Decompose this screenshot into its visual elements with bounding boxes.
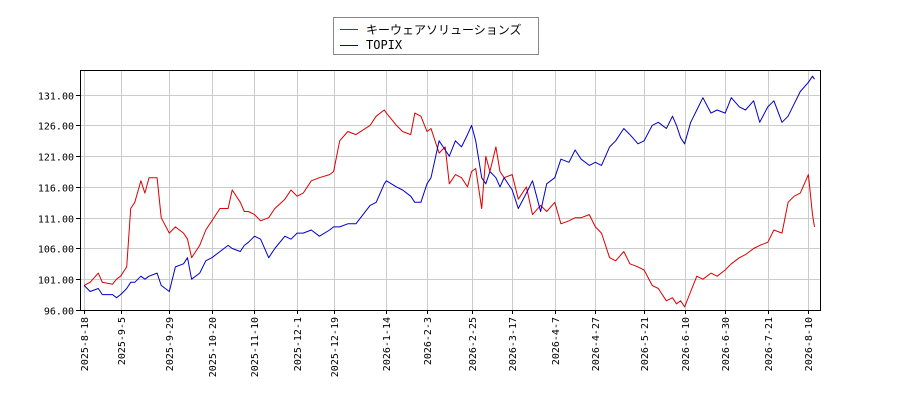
y-tick-label: 101.00 <box>38 276 74 287</box>
x-tick-label: 2026-7-21 <box>764 317 775 371</box>
x-tick-label: 2025-12-19 <box>330 317 341 377</box>
y-tick-label: 131.00 <box>38 92 74 103</box>
y-tick-label: 111.00 <box>38 215 74 226</box>
x-tick-label: 2026-8-10 <box>804 317 815 371</box>
y-tick-label: 106.00 <box>38 245 74 256</box>
x-tick-label: 2025-8-18 <box>80 317 91 371</box>
x-tick-label: 2025-9-29 <box>165 317 176 371</box>
y-tick-label: 126.00 <box>38 122 74 133</box>
x-tick-label: 2026-2-3 <box>423 317 434 365</box>
legend-label-series-2: TOPIX <box>366 38 403 52</box>
x-tick-label: 2026-4-27 <box>591 317 602 371</box>
legend-swatch-series-1 <box>340 28 358 30</box>
series-line-2 <box>83 75 815 299</box>
y-axis-ticks: 96.00 101.00 106.00 111.00 116.00 121.00 126.0… <box>38 92 80 318</box>
legend-item-series-2: TOPIX <box>340 37 402 53</box>
x-tick-label: 2026-6-30 <box>721 317 732 371</box>
y-tick-label: 121.00 <box>38 153 74 164</box>
x-axis-ticks: 2025-8-18 2025-9-5 2025-9-29 2025-10-20 2025… <box>80 310 815 377</box>
x-tick-label: 2025-9-5 <box>117 317 128 365</box>
x-tick-label: 2026-3-17 <box>508 317 519 371</box>
x-tick-label: 2026-4-7 <box>551 317 562 365</box>
x-tick-label: 2025-12-1 <box>293 317 304 371</box>
legend-item-series-1: キーウェアソリューションズ <box>340 21 522 37</box>
y-tick-label: 96.00 <box>44 307 74 318</box>
plot-frame <box>80 70 821 311</box>
x-tick-label: 2026-6-10 <box>681 317 692 371</box>
legend-label-series-1: キーウェアソリューションズ <box>366 22 522 37</box>
x-tick-label: 2026-5-21 <box>640 317 651 371</box>
x-tick-label: 2025-10-20 <box>208 317 219 377</box>
x-tick-label: 2025-11-10 <box>250 317 261 377</box>
x-tick-label: 2026-1-14 <box>382 317 393 371</box>
y-tick-label: 116.00 <box>38 184 74 195</box>
series-layer <box>83 75 815 308</box>
legend-swatch-series-2 <box>340 44 358 46</box>
grid <box>80 70 820 311</box>
x-tick-label: 2026-2-25 <box>468 317 479 371</box>
series-line-1 <box>83 109 815 308</box>
legend: キーウェアソリューションズ TOPIX <box>333 17 539 55</box>
